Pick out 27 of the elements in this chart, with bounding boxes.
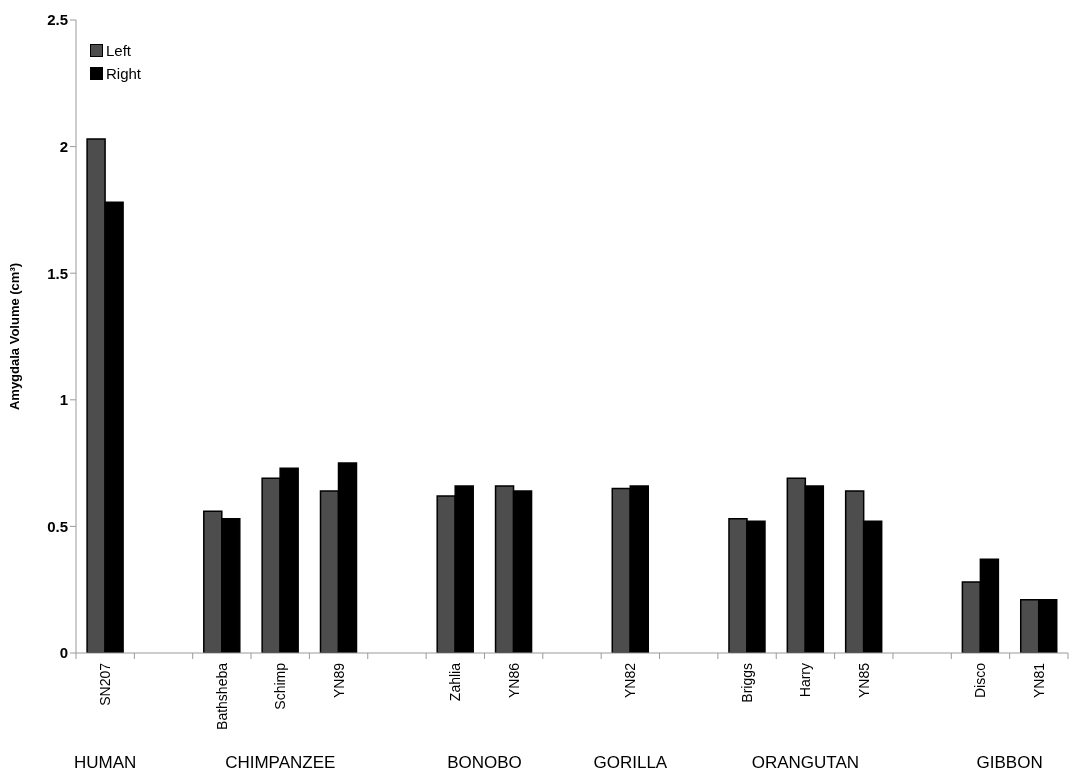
y-axis-title: Amygdala Volume (cm³)	[6, 262, 22, 411]
x-tick-label: YN82	[622, 662, 639, 699]
x-tick-label: YN89	[330, 662, 347, 699]
x-tick-label: YN81	[1030, 662, 1047, 699]
text: HUMAN	[74, 753, 137, 773]
x-tick-label: Harry	[797, 663, 814, 698]
y-tick-label: 2.5	[47, 11, 68, 29]
x-tick-label: Schimp	[272, 662, 289, 710]
x-tick-label: SN207	[97, 662, 114, 706]
x-tick-label: Disco	[972, 662, 989, 699]
x-tick-label: Briggs	[739, 663, 756, 703]
y-tick-label: 1	[59, 391, 68, 409]
y-tick-label: 0.5	[47, 517, 68, 535]
legend-label: Left	[106, 42, 132, 59]
x-tick-label: Zahlia	[447, 662, 464, 702]
x-tick-label: Bathsheba	[213, 662, 230, 730]
y-tick-label: 1.5	[47, 264, 68, 282]
x-tick-label: YN85	[855, 662, 872, 699]
text: GORILLA	[593, 753, 668, 773]
y-tick-label: 2	[59, 137, 68, 155]
y-tick-label: 0	[59, 644, 68, 662]
text: BONOBO	[447, 753, 522, 773]
text: CHIMPANZEE	[225, 753, 336, 773]
legend-label: Right	[106, 65, 142, 82]
text: GIBBON	[976, 753, 1043, 773]
text: ORANGUTAN	[751, 753, 860, 773]
x-tick-label: YN86	[505, 662, 522, 699]
